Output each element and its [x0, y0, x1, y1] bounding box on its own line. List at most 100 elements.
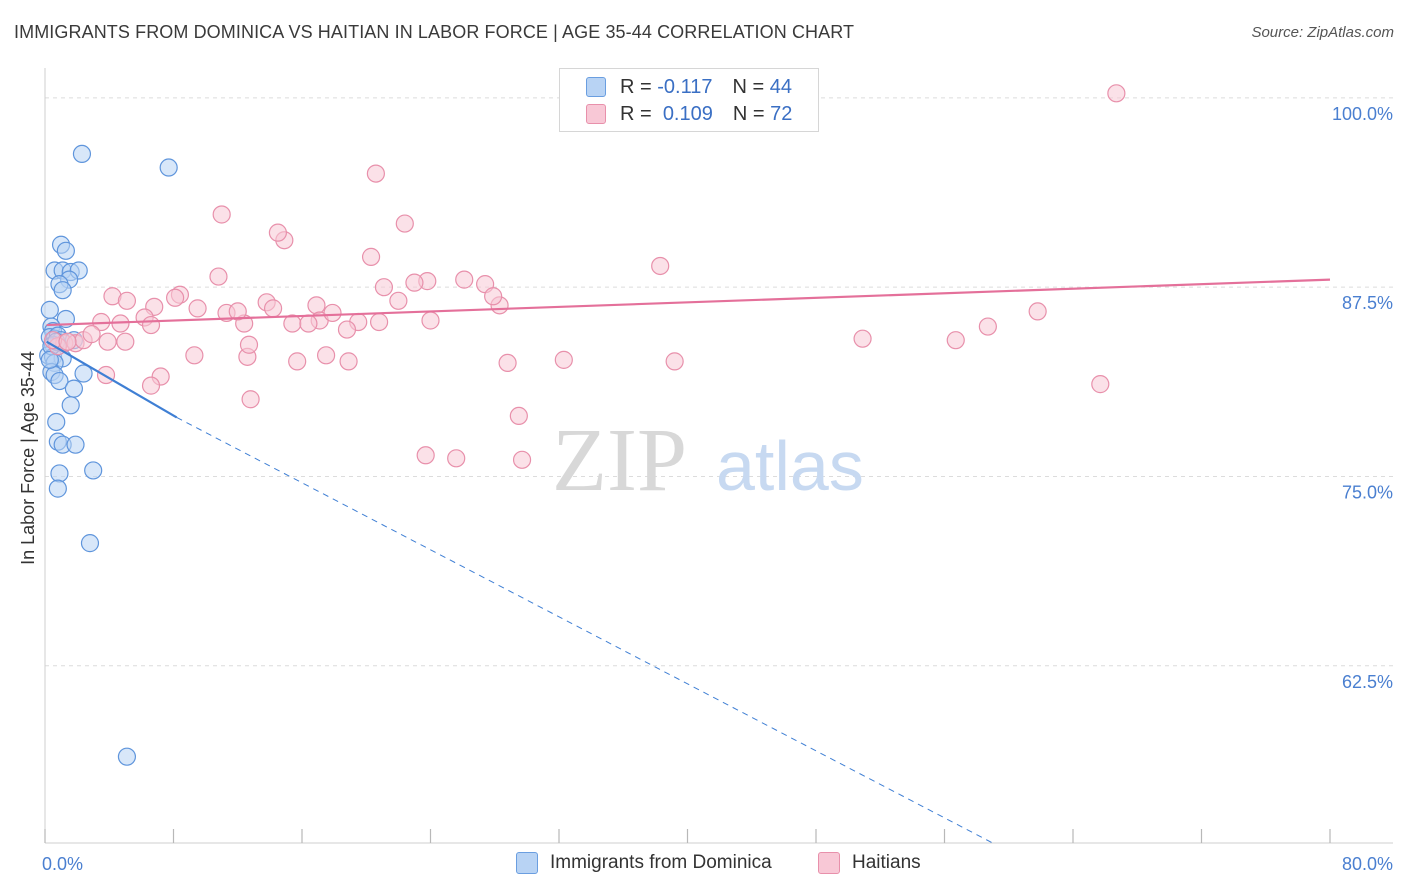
- trend-haitians-solid: [46, 278, 1331, 327]
- haitians-point-59: [416, 446, 435, 465]
- haitians-point-31: [228, 302, 247, 321]
- haitians-point-58: [665, 352, 684, 371]
- haitians-point-38: [978, 317, 997, 336]
- haitians-point-49: [316, 346, 336, 365]
- legend-r-label: R =: [620, 75, 652, 98]
- series-dominica-points: [39, 144, 178, 766]
- legend-r-value-dominica: -0.117: [657, 75, 713, 98]
- haitians-point-68: [239, 335, 259, 354]
- x-tick-label-0: 0.0%: [42, 854, 83, 874]
- legend-r-label: R =: [620, 102, 652, 125]
- haitians-point-64: [405, 273, 424, 292]
- dominica-point-39: [80, 534, 100, 553]
- haitians-point-39: [98, 332, 117, 351]
- haitians-point-45: [185, 346, 204, 365]
- dominica-point-35: [66, 435, 85, 454]
- haitians-point-11: [307, 296, 326, 315]
- legend-row-haitians: R = 0.109 N = 72: [586, 101, 792, 127]
- y-tick-labels: 100.0% 87.5% 75.0% 62.5%: [1332, 104, 1393, 692]
- legend-r-value-haitians: 0.109: [662, 102, 713, 125]
- haitians-point-47: [288, 352, 307, 371]
- dominica-point-29: [50, 371, 69, 391]
- trend-lines: [46, 278, 1331, 844]
- dominica-point-40: [117, 747, 137, 766]
- legend-n-label: N =: [732, 75, 765, 98]
- watermark-atlas: atlas: [716, 427, 864, 505]
- haitians-point-19: [166, 288, 185, 307]
- dominica-point-1: [159, 158, 178, 177]
- haitians-point-7: [209, 267, 228, 286]
- haitians-point-66: [299, 314, 318, 333]
- haitians-point-37: [946, 331, 965, 350]
- source-credit: Source: ZipAtlas.com: [1251, 24, 1394, 41]
- dominica-point-0: [72, 144, 92, 163]
- legend-n-value-haitians: 72: [770, 102, 793, 125]
- haitians-point-27: [323, 303, 342, 323]
- dominica-point-10: [53, 281, 72, 300]
- watermark-zip: ZIP: [552, 411, 687, 510]
- y-tick-label-1: 87.5%: [1342, 293, 1393, 313]
- trend-dominica-solid: [46, 340, 178, 419]
- haitians-point-71: [58, 332, 77, 351]
- haitians-point-54: [141, 376, 161, 395]
- dominica-point-31: [61, 396, 80, 415]
- bottom-legend-swatch-dominica: [516, 852, 538, 874]
- haitians-point-57: [509, 406, 528, 426]
- axes: [44, 68, 1393, 844]
- dominica-point-38: [48, 479, 67, 498]
- haitians-point-23: [141, 315, 161, 335]
- haitians-point-48: [339, 352, 358, 371]
- y-tick-label-3: 62.5%: [1342, 672, 1393, 692]
- dominica-point-30: [64, 379, 84, 398]
- haitians-point-65: [374, 278, 394, 297]
- legend-n-value-dominica: 44: [769, 75, 792, 98]
- haitians-point-5: [361, 247, 381, 266]
- haitians-point-63: [484, 287, 503, 306]
- haitians-point-51: [554, 350, 573, 369]
- dominica-point-43: [40, 350, 59, 369]
- bottom-legend-swatch-haitians: [818, 852, 840, 874]
- haitians-point-3: [212, 205, 231, 224]
- haitians-point-15: [117, 291, 137, 310]
- bottom-legend-dominica: Immigrants from Dominica: [516, 852, 772, 874]
- haitians-point-34: [651, 256, 670, 276]
- bottom-legend-label-dominica: Immigrants from Dominica: [550, 852, 772, 873]
- chart-title: IMMIGRANTS FROM DOMINICA VS HAITIAN IN L…: [14, 22, 855, 42]
- haitians-point-32: [389, 291, 408, 310]
- dominica-point-11: [40, 300, 59, 319]
- haitians-point-1: [366, 164, 385, 183]
- dominica-point-36: [50, 464, 69, 483]
- x-tick-label-1: 80.0%: [1342, 854, 1393, 874]
- haitians-point-29: [370, 312, 389, 332]
- dominica-point-32: [47, 412, 66, 432]
- haitians-point-61: [512, 450, 532, 469]
- dominica-point-3: [56, 241, 75, 260]
- watermark: ZIP atlas: [552, 411, 864, 510]
- haitians-point-60: [447, 449, 466, 468]
- legend-n-label: N =: [732, 102, 765, 125]
- haitians-point-8: [268, 223, 288, 242]
- haitians-point-35: [1028, 302, 1047, 321]
- grid-lines: [45, 97, 1393, 667]
- haitians-point-6: [455, 270, 474, 289]
- y-tick-label-0: 100.0%: [1332, 104, 1393, 124]
- haitians-point-56: [241, 390, 260, 409]
- y-tick-label-2: 75.0%: [1342, 482, 1393, 502]
- haitians-point-36: [853, 329, 872, 348]
- dominica-point-37: [84, 461, 103, 480]
- bottom-legend-haitians: Haitians: [818, 852, 921, 874]
- haitians-point-0: [1107, 84, 1126, 103]
- haitians-point-55: [1091, 375, 1110, 394]
- correlation-legend: R = -0.117 N = 44 R = 0.109 N = 72: [559, 68, 819, 132]
- haitians-point-16: [188, 299, 207, 318]
- haitians-point-40: [116, 332, 135, 351]
- dominica-point-28: [74, 364, 93, 383]
- bottom-legend-label-haitians: Haitians: [852, 852, 921, 873]
- legend-swatch-dominica: [586, 77, 606, 97]
- haitians-point-67: [337, 320, 357, 339]
- legend-swatch-haitians: [586, 104, 606, 124]
- haitians-point-44: [82, 325, 101, 344]
- y-axis-label: In Labor Force | Age 35-44: [18, 351, 38, 565]
- haitians-point-2: [395, 214, 414, 233]
- haitians-point-30: [263, 299, 283, 318]
